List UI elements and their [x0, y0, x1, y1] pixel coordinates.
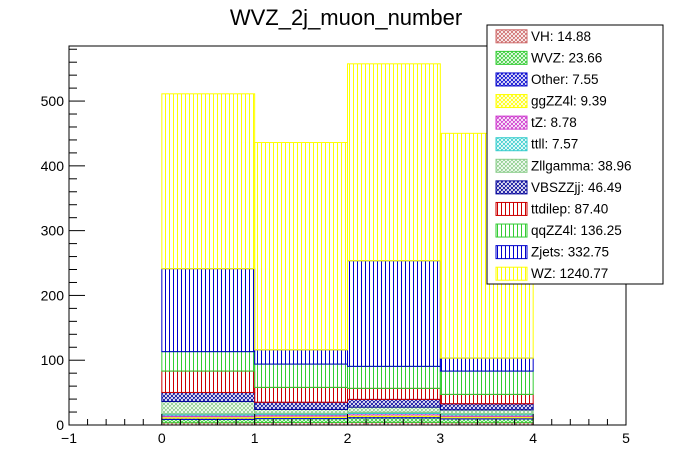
bar-wvz-bin-1	[254, 418, 349, 424]
bar-zjets-bin-2	[347, 260, 441, 367]
stacked-bars	[161, 63, 534, 426]
legend-label-ttdilep: ttdilep: 87.40	[531, 201, 608, 216]
legend-swatch-ttdilep	[495, 201, 528, 216]
legend-swatch-other	[495, 72, 528, 87]
y-tick-label: 500	[41, 93, 65, 109]
legend-label-wz: WZ: 1240.77	[531, 266, 608, 281]
legend-label-tz: tZ: 8.78	[531, 115, 577, 130]
bar-ttdilep-bin-2	[347, 387, 441, 400]
legend-label-zllgamma: Zllgamma: 38.96	[531, 158, 632, 173]
bar-qqzz4l-bin-2	[347, 365, 441, 389]
legend-swatch-zjets	[495, 245, 528, 260]
bar-vbszzjj-bin-0	[161, 391, 256, 403]
bar-zjets-bin-1	[254, 349, 349, 365]
y-tick-label: 0	[56, 417, 64, 433]
series-wz	[161, 63, 534, 359]
legend-label-zjets: Zjets: 332.75	[531, 245, 609, 260]
y-tick-label: 100	[41, 352, 65, 368]
bar-qqzz4l-bin-0	[161, 351, 256, 372]
bar-zllgamma-bin-2	[347, 406, 441, 413]
y-tick-label: 400	[41, 158, 65, 174]
legend-label-wvz: WVZ: 23.66	[531, 50, 602, 65]
x-axis: −1 0 1 2 3 4 5	[61, 414, 630, 446]
legend-swatch-ttll	[495, 137, 528, 152]
series-qqzz4l	[161, 351, 534, 395]
legend-label-qqzz4l: qqZZ4l: 136.25	[531, 223, 622, 238]
bar-vbszzjj-bin-3	[439, 403, 534, 411]
bar-zllgamma-bin-3	[439, 409, 534, 415]
legend-label-ttll: ttll: 7.57	[531, 137, 578, 152]
bar-qqzz4l-bin-3	[439, 370, 534, 395]
legend: VH: 14.88 WVZ: 23.66 Other: 7.55 ggZZ4l: 9.…	[486, 24, 664, 285]
legend-box	[486, 24, 664, 285]
x-tick-label: 4	[529, 430, 537, 446]
x-tick-label: 2	[344, 430, 352, 446]
legend-swatch-ggzz4l	[495, 94, 528, 109]
legend-label-vbszzjj: VBSZZjj: 46.49	[531, 180, 622, 195]
bar-wvz-bin-3	[439, 418, 534, 424]
bar-qqzz4l-bin-1	[254, 363, 349, 388]
legend-swatch-wvz	[495, 50, 528, 65]
series-zjets	[161, 260, 534, 372]
bar-vbszzjj-bin-1	[254, 401, 349, 410]
bar-zjets-bin-0	[161, 268, 256, 353]
bar-ttdilep-bin-0	[161, 370, 256, 393]
bar-zllgamma-bin-1	[254, 408, 349, 414]
legend-swatch-vbszzjj	[495, 180, 528, 195]
bar-wz-bin-1	[254, 142, 349, 351]
legend-swatch-zllgamma	[495, 158, 528, 173]
bar-wz-bin-2	[347, 63, 441, 262]
bar-ttdilep-bin-3	[439, 393, 534, 405]
legend-label-other: Other: 7.55	[531, 72, 599, 87]
y-tick-label: 300	[41, 223, 65, 239]
legend-label-vh: VH: 14.88	[531, 29, 591, 44]
x-tick-label: −1	[61, 430, 77, 446]
y-tick-label: 200	[41, 287, 65, 303]
bar-wvz-bin-2	[347, 417, 441, 423]
legend-swatch-tz	[495, 115, 528, 130]
bar-wz-bin-0	[161, 93, 256, 270]
x-tick-label: 1	[251, 430, 259, 446]
x-tick-label: 0	[158, 430, 166, 446]
legend-swatch-vh	[495, 29, 528, 44]
bar-vbszzjj-bin-2	[347, 398, 441, 408]
legend-swatch-wz	[495, 266, 528, 281]
legend-swatch-qqzz4l	[495, 223, 528, 238]
x-tick-label: 3	[436, 430, 444, 446]
bar-zllgamma-bin-0	[161, 401, 256, 415]
bar-ttdilep-bin-1	[254, 386, 349, 403]
x-tick-label: 5	[622, 430, 630, 446]
bar-zjets-bin-3	[439, 357, 534, 372]
chart-title: WVZ_2j_muon_number	[230, 5, 462, 30]
legend-label-ggzz4l: ggZZ4l: 9.39	[531, 94, 607, 109]
y-axis: 0 100 200 300 400 500	[41, 48, 85, 433]
